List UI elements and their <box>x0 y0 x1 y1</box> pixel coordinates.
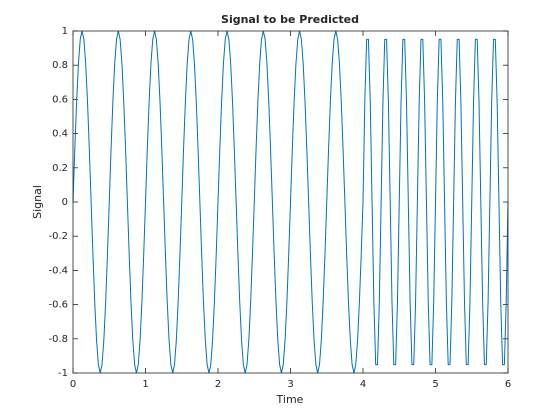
y-tick-label: 1 <box>62 26 68 37</box>
y-tick-label: -0.8 <box>48 334 68 345</box>
x-tick-label: 2 <box>215 379 221 390</box>
x-tick-label: 4 <box>360 379 366 390</box>
chart-title: Signal to be Predicted <box>221 13 359 26</box>
y-tick-label: 0.4 <box>52 129 68 140</box>
x-tick-label: 5 <box>432 379 438 390</box>
x-tick-label: 1 <box>142 379 148 390</box>
x-tick-label: 0 <box>70 379 76 390</box>
x-axis-label: Time <box>276 393 304 406</box>
signal-line <box>72 30 509 374</box>
y-tick-label: -0.2 <box>48 231 68 242</box>
y-tick-label: -0.6 <box>48 300 68 311</box>
y-tick-label: 0.2 <box>52 163 68 174</box>
axes-box <box>72 30 509 374</box>
y-axis-label: Signal <box>31 185 44 219</box>
y-tick-label: 0.6 <box>52 94 68 105</box>
y-tick-label: -1 <box>58 368 68 379</box>
y-tick-label: -0.4 <box>48 265 68 276</box>
y-tick-label: 0 <box>62 197 68 208</box>
y-tick-label: 0.8 <box>52 60 68 71</box>
x-tick-label: 6 <box>505 379 511 390</box>
x-tick-label: 3 <box>287 379 293 390</box>
